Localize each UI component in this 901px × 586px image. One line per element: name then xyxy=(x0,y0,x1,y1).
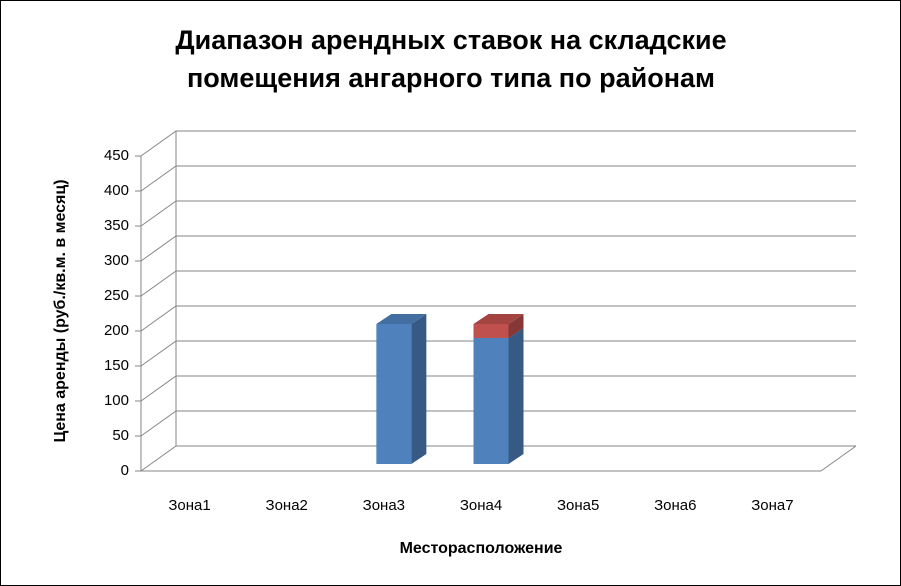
y-tick-label: 0 xyxy=(121,462,129,479)
y-tick-label: 350 xyxy=(104,217,129,234)
grid-line xyxy=(140,270,856,297)
x-axis-title: Месторасположение xyxy=(400,540,563,557)
grid-line xyxy=(140,305,856,332)
y-tick-label: 400 xyxy=(104,182,129,199)
grid-line xyxy=(140,165,856,192)
y-tick-label: 450 xyxy=(104,147,129,164)
chart-title: Диапазон арендных ставок на складские по… xyxy=(175,25,727,93)
x-tick-label: Зона4 xyxy=(460,497,502,514)
grid-line xyxy=(140,130,856,157)
y-tick-label: 300 xyxy=(104,252,129,269)
y-tick-label: 100 xyxy=(104,392,129,409)
bar-segment xyxy=(473,324,509,338)
bar-segment xyxy=(473,338,509,464)
y-tick-label: 150 xyxy=(104,357,129,374)
grid-line xyxy=(140,340,856,367)
grid-line xyxy=(140,235,856,262)
y-tick-label: 200 xyxy=(104,322,129,339)
axis-line xyxy=(820,445,857,472)
x-tick-label: Зона3 xyxy=(363,497,405,514)
grid-line xyxy=(140,200,856,227)
bar-top xyxy=(473,314,524,324)
x-tick-label: Зона1 xyxy=(168,497,210,514)
x-tick-label: Зона6 xyxy=(654,497,696,514)
x-tick-label: Зона2 xyxy=(266,497,308,514)
grid-line xyxy=(140,375,856,402)
y-tick-label: 50 xyxy=(112,427,129,444)
y-tick-label: 250 xyxy=(104,287,129,304)
bar-top xyxy=(376,314,427,324)
grid-line xyxy=(140,445,856,472)
bar-segment xyxy=(376,324,412,464)
grid-line xyxy=(140,410,856,437)
y-axis-title: Цена аренды (руб./кв.м. в месяц) xyxy=(52,179,69,442)
x-tick-label: Зона7 xyxy=(751,497,793,514)
bar-side xyxy=(508,314,524,338)
x-tick-label: Зона5 xyxy=(557,497,599,514)
bar-side xyxy=(411,314,427,464)
bar-side xyxy=(508,328,524,464)
